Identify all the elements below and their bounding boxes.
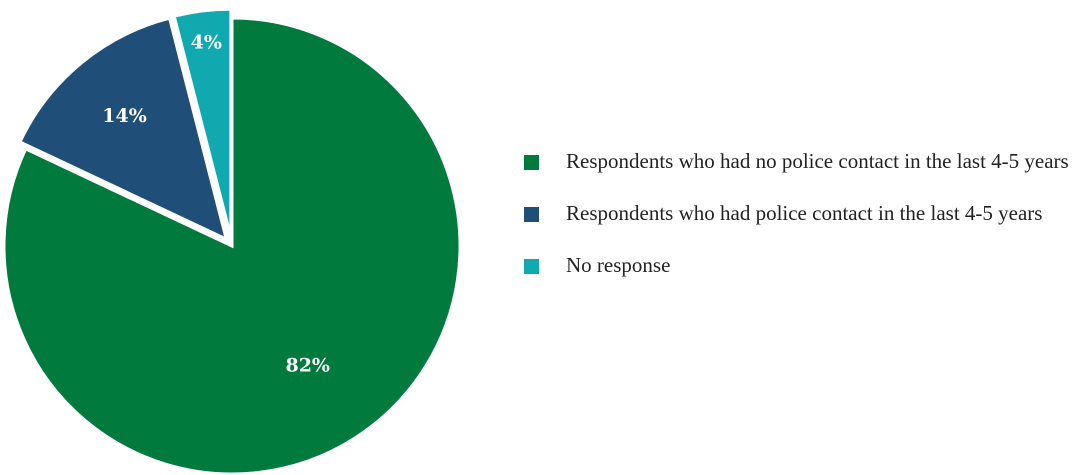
legend-label-no-police-contact: Respondents who had no police contact in…	[566, 149, 1069, 173]
legend-label-police-contact: Respondents who had police contact in th…	[566, 201, 1043, 225]
legend-swatch-no-police-contact	[524, 155, 539, 170]
slice-no-police-contact	[2, 16, 462, 475]
legend-item-no-police-contact: Respondents who had no police contact in…	[524, 148, 1084, 174]
chart-legend: Respondents who had no police contact in…	[524, 148, 1084, 304]
pie-chart-canvas: 82% 14% 4%	[2, 7, 462, 475]
slice-no-response	[172, 7, 233, 238]
slice-label-4: 4%	[191, 32, 222, 54]
legend-swatch-no-response	[524, 259, 539, 274]
legend-item-police-contact: Respondents who had police contact in th…	[524, 200, 1084, 226]
slice-label-82: 82%	[285, 354, 330, 376]
legend-swatch-police-contact	[524, 207, 539, 222]
slice-label-14: 14%	[102, 105, 147, 127]
legend-label-no-response: No response	[566, 253, 671, 277]
legend-item-no-response: No response	[524, 252, 1084, 278]
slice-police-contact	[17, 16, 229, 242]
